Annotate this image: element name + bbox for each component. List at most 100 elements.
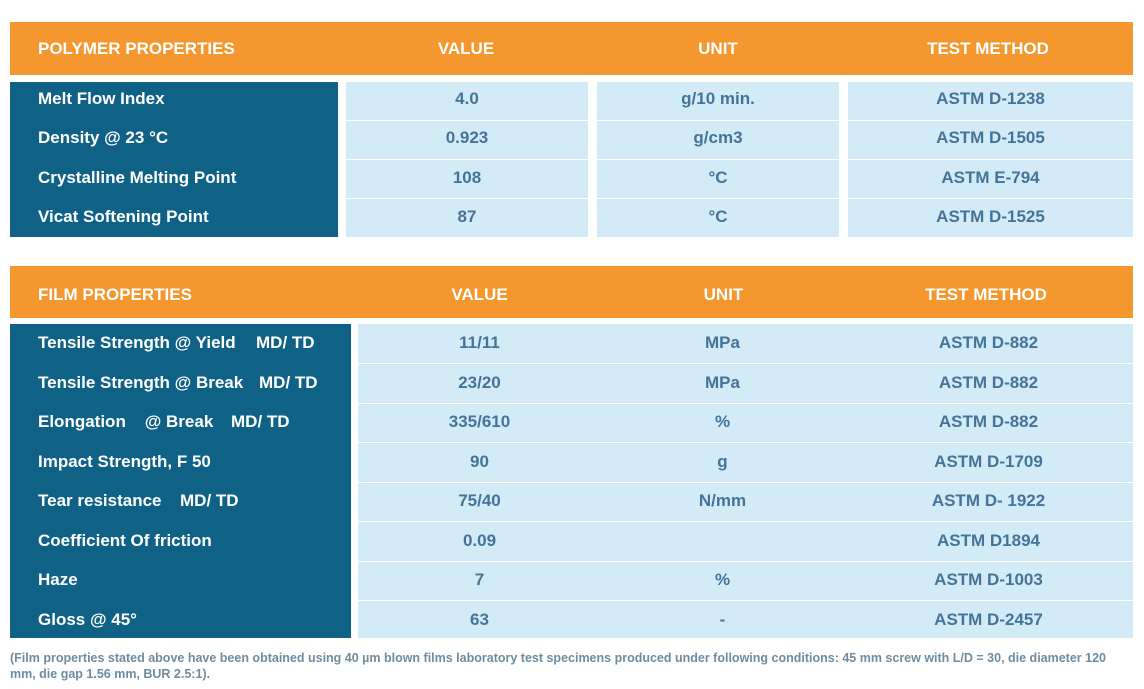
row-divider <box>358 482 601 483</box>
value-cell: 75/40 <box>458 491 501 510</box>
row-divider <box>844 363 1133 364</box>
film-value-column: 11/11 23/20 335/610 90 75/40 0.09 7 63 <box>358 324 601 638</box>
unit-cell: g/10 min. <box>681 89 755 108</box>
row-divider <box>844 561 1133 562</box>
value-cell: 11/11 <box>459 333 500 352</box>
header-unit: UNIT <box>698 39 738 58</box>
row-divider <box>601 482 844 483</box>
value-cell: 108 <box>452 168 482 187</box>
row-divider <box>597 198 839 199</box>
row-divider <box>844 600 1133 601</box>
header-property: POLYMER PROPERTIES <box>38 39 235 58</box>
property-name: Tensile Strength @ Break <box>38 373 244 392</box>
value-cell: 4.0 <box>455 89 479 108</box>
method-cell: ASTM D-1003 <box>934 570 1043 589</box>
method-cell: ASTM D-1238 <box>936 89 1045 108</box>
header-unit: UNIT <box>703 285 744 304</box>
value-cell: 87 <box>457 207 477 226</box>
method-cell: ASTM D-882 <box>938 373 1039 392</box>
row-divider <box>358 600 601 601</box>
unit-cell: N/mm <box>698 491 747 510</box>
property-name: Tear resistance <box>38 491 162 510</box>
row-divider <box>358 561 601 562</box>
property-label: Elongation @ Break MD/ TD <box>10 407 351 437</box>
polymer-unit-column: g/10 min. g/cm3 °C °C <box>597 82 839 237</box>
property-label: Density @ 23 °C <box>38 128 169 147</box>
method-cell: ASTM D-2457 <box>934 610 1043 629</box>
property-label: Tear resistance MD/ TD <box>10 486 351 516</box>
unit-cell: - <box>719 610 726 629</box>
value-cell: 7 <box>474 570 485 589</box>
unit-cell: °C <box>708 168 728 187</box>
method-cell: ASTM D-1505 <box>936 128 1045 147</box>
polymer-header-row: POLYMER PROPERTIES VALUE UNIT TEST METHO… <box>10 22 1133 75</box>
direction-label: MD/ TD <box>259 373 318 392</box>
row-divider <box>597 120 839 121</box>
method-cell: ASTM D1894 <box>937 531 1040 550</box>
method-cell: ASTM D-882 <box>938 333 1039 352</box>
value-cell: 335/610 <box>448 412 511 431</box>
direction-label: MD/ TD <box>180 491 239 510</box>
unit-cell: g <box>717 452 728 471</box>
row-divider <box>844 521 1133 522</box>
property-label: Tensile Strength @ Break MD/ TD <box>10 368 351 398</box>
row-divider <box>848 198 1133 199</box>
row-divider <box>848 159 1133 160</box>
method-cell: ASTM D-1525 <box>936 207 1045 226</box>
property-name: Tensile Strength @ Yield <box>38 333 236 352</box>
film-unit-column: MPa MPa % g N/mm % - <box>601 324 844 638</box>
header-test-method: TEST METHOD <box>925 285 1047 304</box>
property-label: Impact Strength, F 50 <box>38 452 211 471</box>
property-label: Vicat Softening Point <box>38 207 209 226</box>
row-divider <box>601 403 844 404</box>
unit-cell: MPa <box>705 373 740 392</box>
row-divider <box>601 363 844 364</box>
polymer-properties-table: POLYMER PROPERTIES VALUE UNIT TEST METHO… <box>10 22 1133 237</box>
row-divider <box>844 442 1133 443</box>
header-value: VALUE <box>451 285 508 304</box>
row-divider <box>844 403 1133 404</box>
polymer-method-column: ASTM D-1238 ASTM D-1505 ASTM E-794 ASTM … <box>848 82 1133 237</box>
unit-cell: % <box>714 570 731 589</box>
film-properties-table: FILM PROPERTIES VALUE UNIT TEST METHOD T… <box>10 266 1133 638</box>
row-divider <box>358 363 601 364</box>
footnote: (Film properties stated above have been … <box>10 651 1106 681</box>
row-divider <box>601 442 844 443</box>
row-divider <box>346 159 588 160</box>
row-divider <box>346 120 588 121</box>
header-property: FILM PROPERTIES <box>38 285 192 304</box>
polymer-value-column: 4.0 0.923 108 87 <box>346 82 588 237</box>
row-divider <box>346 198 588 199</box>
property-label: Coefficient Of friction <box>38 531 212 550</box>
row-divider <box>601 561 844 562</box>
row-divider <box>358 521 601 522</box>
value-cell: 0.09 <box>462 531 497 550</box>
method-cell: ASTM D-882 <box>938 412 1039 431</box>
film-header-row: FILM PROPERTIES VALUE UNIT TEST METHOD <box>10 266 1133 318</box>
property-label: Crystalline Melting Point <box>38 168 237 187</box>
unit-cell: MPa <box>705 333 740 352</box>
row-divider <box>358 442 601 443</box>
value-cell: 90 <box>470 452 489 471</box>
value-cell: 0.923 <box>445 128 489 147</box>
unit-cell: °C <box>708 207 728 226</box>
property-name: Elongation @ Break <box>38 412 214 431</box>
header-value: VALUE <box>437 39 495 58</box>
unit-cell: g/cm3 <box>693 128 743 147</box>
row-divider <box>844 482 1133 483</box>
property-label: Melt Flow Index <box>38 89 165 108</box>
unit-cell: % <box>714 412 731 431</box>
direction-label: MD/ TD <box>256 333 315 352</box>
row-divider <box>358 403 601 404</box>
property-label: Tensile Strength @ Yield MD/ TD <box>10 328 351 358</box>
method-cell: ASTM D-1709 <box>934 452 1043 471</box>
property-label: Gloss @ 45° <box>38 610 137 629</box>
header-test-method: TEST METHOD <box>927 39 1049 58</box>
row-divider <box>601 521 844 522</box>
method-cell: ASTM D- 1922 <box>931 491 1046 510</box>
row-divider <box>848 120 1133 121</box>
film-property-column: Tensile Strength @ Yield MD/ TD Tensile … <box>10 324 351 638</box>
direction-label: MD/ TD <box>231 412 290 431</box>
polymer-property-column: Melt Flow Index Density @ 23 °C Crystall… <box>10 82 338 237</box>
value-cell: 63 <box>470 610 489 629</box>
